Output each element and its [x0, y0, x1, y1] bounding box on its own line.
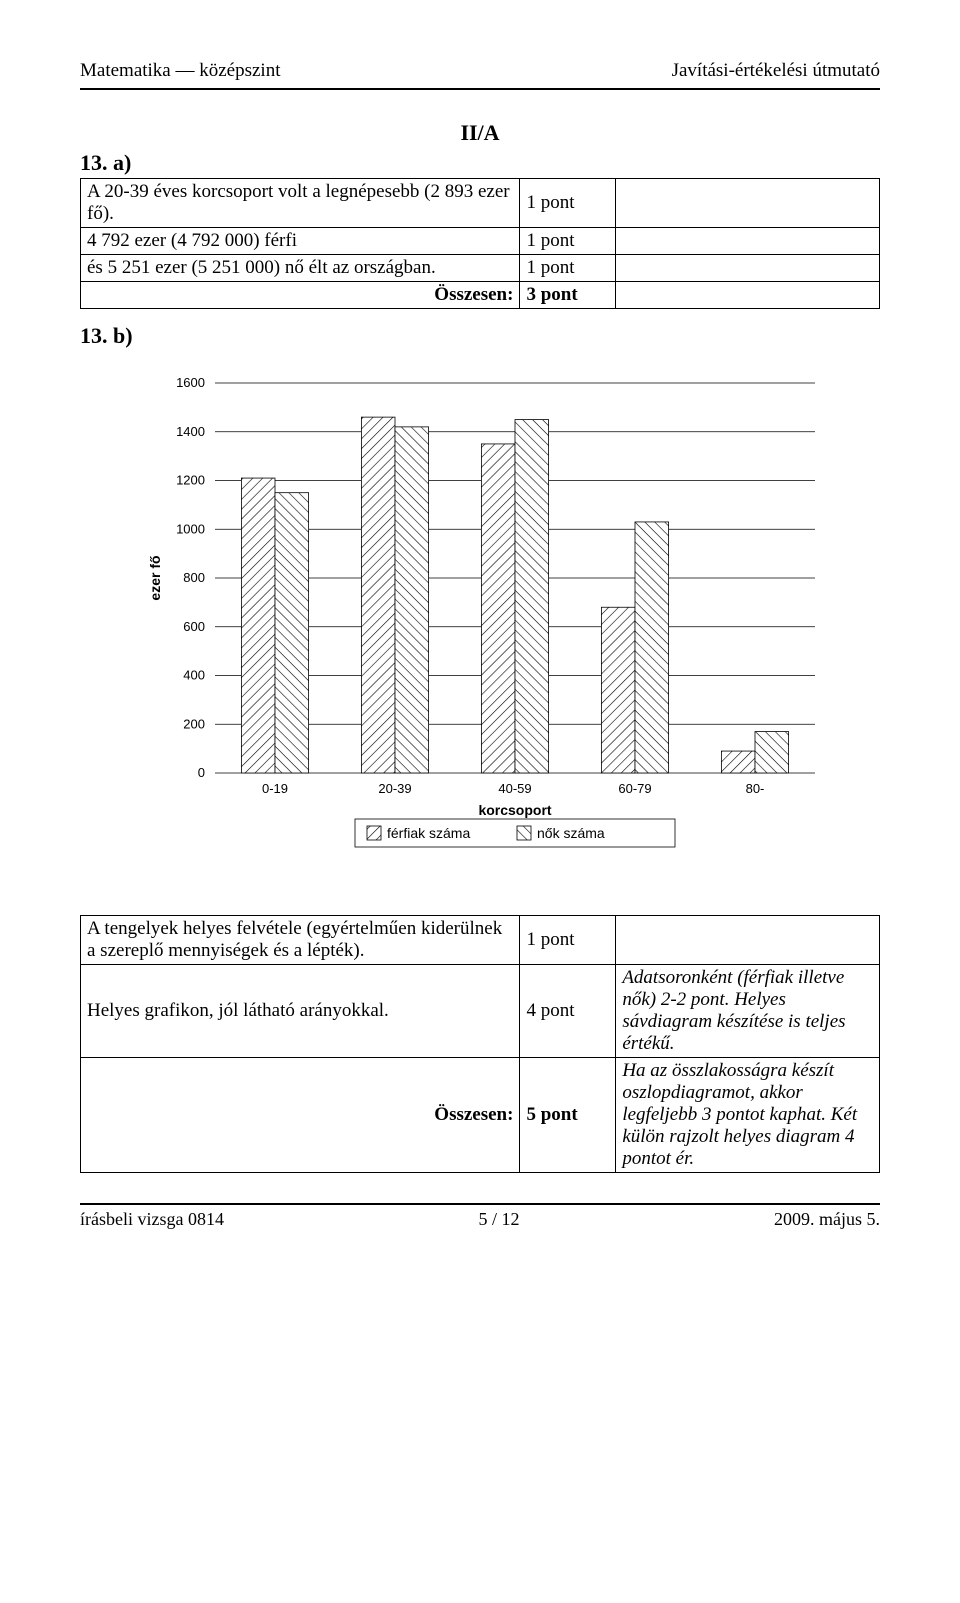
svg-text:20-39: 20-39 — [378, 781, 411, 796]
cell-note: Adatsoronként (férfiak illetve nők) 2-2 … — [616, 965, 880, 1058]
svg-text:ezer fő: ezer fő — [147, 555, 163, 600]
section-label: II/A — [80, 120, 880, 146]
chart-container: 0 200 400 600 800 1000 1200 1400 1600 ezer fő 0-19… — [80, 363, 880, 893]
bar-chart: 0 200 400 600 800 1000 1200 1400 1600 ezer fő 0-19… — [120, 363, 840, 893]
cell-pts: 1 pont — [520, 228, 616, 255]
svg-text:korcsoport: korcsoport — [478, 802, 551, 818]
svg-text:1000: 1000 — [176, 521, 205, 536]
cell-text: és 5 251 ezer (5 251 000) nő élt az orsz… — [81, 255, 520, 282]
svg-text:férfiak száma: férfiak száma — [387, 825, 470, 841]
header-left: Matematika — középszint — [80, 60, 281, 82]
table-row: A tengelyek helyes felvétele (egyértelmű… — [81, 916, 880, 965]
svg-text:1600: 1600 — [176, 375, 205, 390]
svg-text:1400: 1400 — [176, 424, 205, 439]
cell-pts: 4 pont — [520, 965, 616, 1058]
table-row-sum: Összesen: 5 pont Ha az összlakosságra ké… — [81, 1058, 880, 1173]
table-row: és 5 251 ezer (5 251 000) nő élt az orsz… — [81, 255, 880, 282]
table-row: 4 792 ezer (4 792 000) férfi 1 pont — [81, 228, 880, 255]
svg-text:800: 800 — [183, 570, 205, 585]
cell-text: A 20-39 éves korcsoport volt a legnépese… — [81, 179, 520, 228]
footer-rule — [80, 1203, 880, 1205]
question-13a-heading: 13. a) — [80, 150, 880, 176]
cell-note — [616, 255, 880, 282]
svg-text:200: 200 — [183, 716, 205, 731]
cell-note — [616, 228, 880, 255]
svg-text:600: 600 — [183, 619, 205, 634]
svg-text:60-79: 60-79 — [618, 781, 651, 796]
footer-center: 5 / 12 — [478, 1209, 519, 1230]
scoring-table-13a: A 20-39 éves korcsoport volt a legnépese… — [80, 178, 880, 309]
cell-note — [616, 282, 880, 309]
table-row-sum: Összesen: 3 pont — [81, 282, 880, 309]
svg-text:1200: 1200 — [176, 473, 205, 488]
cell-pts: 1 pont — [520, 179, 616, 228]
footer-left: írásbeli vizsga 0814 — [80, 1209, 224, 1230]
page-footer: írásbeli vizsga 0814 5 / 12 2009. május … — [80, 1209, 880, 1230]
table-row: A 20-39 éves korcsoport volt a legnépese… — [81, 179, 880, 228]
cell-sum-pts: 3 pont — [520, 282, 616, 309]
footer-right: 2009. május 5. — [774, 1209, 880, 1230]
svg-text:400: 400 — [183, 668, 205, 683]
cell-pts: 1 pont — [520, 255, 616, 282]
svg-text:40-59: 40-59 — [498, 781, 531, 796]
svg-text:80-: 80- — [746, 781, 765, 796]
question-13b-heading: 13. b) — [80, 323, 880, 349]
svg-text:nők száma: nők száma — [537, 825, 605, 841]
cell-pts: 1 pont — [520, 916, 616, 965]
cell-text: Helyes grafikon, jól látható arányokkal. — [81, 965, 520, 1058]
cell-sum-pts: 5 pont — [520, 1058, 616, 1173]
cell-note — [616, 916, 880, 965]
table-row: Helyes grafikon, jól látható arányokkal.… — [81, 965, 880, 1058]
svg-text:0-19: 0-19 — [262, 781, 288, 796]
page-header: Matematika — középszint Javítási-értékel… — [80, 60, 880, 82]
cell-sum-label: Összesen: — [81, 1058, 520, 1173]
scoring-table-13b: A tengelyek helyes felvétele (egyértelmű… — [80, 915, 880, 1173]
cell-note — [616, 179, 880, 228]
header-right: Javítási-értékelési útmutató — [672, 60, 880, 82]
header-rule — [80, 88, 880, 90]
svg-text:0: 0 — [198, 765, 205, 780]
cell-text: A tengelyek helyes felvétele (egyértelmű… — [81, 916, 520, 965]
cell-text: 4 792 ezer (4 792 000) férfi — [81, 228, 520, 255]
cell-sum-note: Ha az összlakosságra készít oszlopdiagra… — [616, 1058, 880, 1173]
cell-sum-label: Összesen: — [81, 282, 520, 309]
